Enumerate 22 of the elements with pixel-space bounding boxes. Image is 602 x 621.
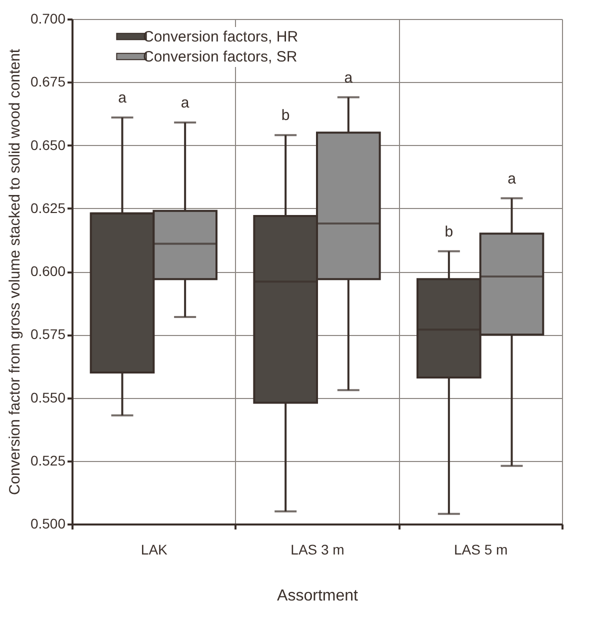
- y-tick-label: 0.650: [30, 136, 66, 153]
- y-tick-label: 0.500: [30, 516, 66, 532]
- annotation: a: [180, 94, 190, 112]
- x-tick-label: LAK: [140, 542, 168, 558]
- y-tick-label: 0.525: [30, 452, 66, 468]
- legend-label: Conversion factors, HR: [143, 28, 298, 46]
- annotation: a: [508, 170, 517, 188]
- legend-label: Conversion factors, SR: [143, 48, 298, 66]
- y-tick-label: 0.600: [30, 263, 66, 279]
- y-axis-title: Conversion factor from gross volume stacked to solid wood content: [6, 48, 24, 496]
- x-tick-label: LAS 3 m: [290, 542, 344, 558]
- annotation: b: [281, 107, 290, 124]
- y-tick-label: 0.675: [30, 74, 66, 90]
- x-axis-title: Assortment: [277, 588, 359, 604]
- y-tick-label: 0.575: [30, 326, 66, 342]
- annotation: a: [344, 69, 354, 86]
- y-tick-label: 0.700: [30, 10, 66, 26]
- annotation: b: [444, 223, 454, 240]
- x-tick-label: LAS 5 m: [454, 542, 508, 558]
- y-tick-label: 0.625: [30, 200, 66, 216]
- annotation: a: [118, 89, 128, 106]
- y-tick-label: 0.550: [30, 389, 66, 406]
